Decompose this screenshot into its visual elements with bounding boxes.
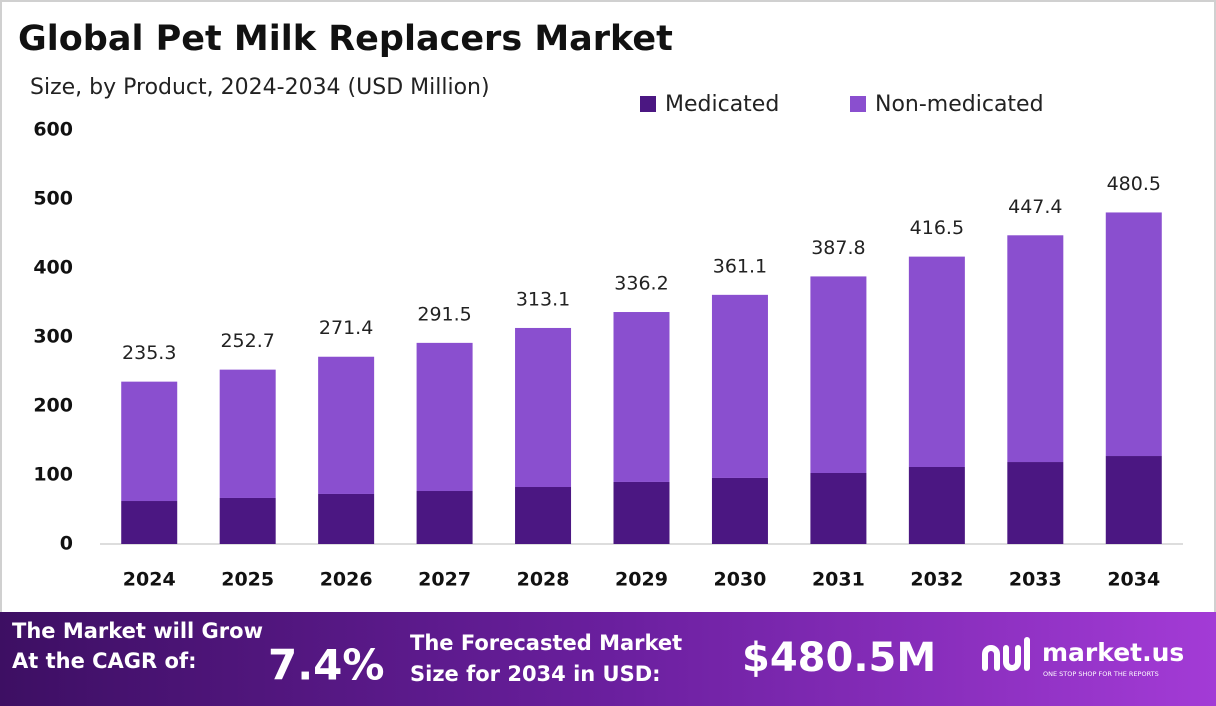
footer-value: 7.4% — [268, 641, 384, 690]
total-label: 271.4 — [319, 317, 373, 339]
y-tick-label: 100 — [33, 464, 73, 486]
total-label: 336.2 — [614, 273, 668, 295]
x-tick-label: 2024 — [123, 569, 176, 591]
y-tick-label: 200 — [33, 395, 73, 417]
x-tick-label: 2034 — [1107, 569, 1160, 591]
total-label: 361.1 — [713, 255, 767, 277]
total-label: 416.5 — [910, 217, 964, 239]
total-label: 252.7 — [220, 330, 274, 352]
x-tick-label: 2031 — [812, 569, 865, 591]
logo-shape — [982, 645, 1000, 671]
y-tick-label: 400 — [33, 257, 73, 279]
x-tick-label: 2026 — [320, 569, 373, 591]
legend-swatch — [850, 96, 866, 112]
y-tick-label: 300 — [33, 326, 73, 348]
x-tick-label: 2028 — [517, 569, 570, 591]
bar-segment — [219, 369, 276, 498]
y-tick-label: 600 — [33, 119, 73, 141]
footer-text: At the CAGR of: — [12, 649, 197, 673]
total-label: 387.8 — [811, 237, 865, 259]
bar-segment — [908, 256, 965, 467]
footer-text: Size for 2034 in USD: — [410, 662, 661, 686]
x-tick-label: 2029 — [615, 569, 668, 591]
brand-name: market.us — [1042, 638, 1184, 667]
x-tick-label: 2032 — [910, 569, 963, 591]
total-label: 291.5 — [417, 303, 471, 325]
bar-segment — [121, 381, 178, 502]
x-tick-label: 2027 — [418, 569, 471, 591]
bar-segment — [1007, 462, 1064, 544]
bar-segment — [711, 294, 768, 478]
bar-segment — [416, 342, 473, 492]
bar-segment — [613, 481, 670, 544]
bar-segment — [1105, 456, 1162, 544]
bar-segment — [1105, 212, 1162, 457]
x-tick-label: 2033 — [1009, 569, 1062, 591]
legend-label: Medicated — [665, 92, 779, 117]
bar-segment — [318, 356, 375, 494]
bar-segment — [219, 497, 276, 544]
brand-logo — [982, 637, 1030, 671]
footer-text: The Market will Grow — [12, 619, 263, 643]
total-label: 480.5 — [1107, 173, 1161, 195]
brand-tagline: ONE STOP SHOP FOR THE REPORTS — [1043, 670, 1159, 678]
bar-segment — [613, 312, 670, 482]
chart-subtitle: Size, by Product, 2024-2034 (USD Million… — [30, 75, 490, 100]
bar-segment — [810, 276, 867, 473]
footer-band — [0, 612, 1216, 706]
footer-value: $480.5M — [742, 635, 936, 681]
legend-label: Non-medicated — [875, 92, 1044, 117]
footer-text: The Forecasted Market — [410, 631, 682, 655]
logo-shape — [1003, 645, 1021, 671]
x-tick-label: 2030 — [714, 569, 767, 591]
bar-segment — [416, 491, 473, 544]
bar-segment — [1007, 235, 1064, 463]
bar-segment — [121, 501, 178, 544]
bar-segment — [810, 472, 867, 544]
legend-swatch — [640, 96, 656, 112]
bar-segment — [711, 477, 768, 544]
bar-segment — [515, 487, 572, 544]
bar-segment — [908, 466, 965, 544]
x-tick-label: 2025 — [221, 569, 274, 591]
y-tick-label: 0 — [60, 533, 73, 555]
total-label: 235.3 — [122, 342, 176, 364]
chart-title: Global Pet Milk Replacers Market — [18, 19, 673, 59]
bar-segment — [318, 493, 375, 544]
y-tick-label: 500 — [33, 188, 73, 210]
total-label: 313.1 — [516, 288, 570, 310]
bar-segment — [515, 327, 572, 488]
total-label: 447.4 — [1008, 196, 1062, 218]
